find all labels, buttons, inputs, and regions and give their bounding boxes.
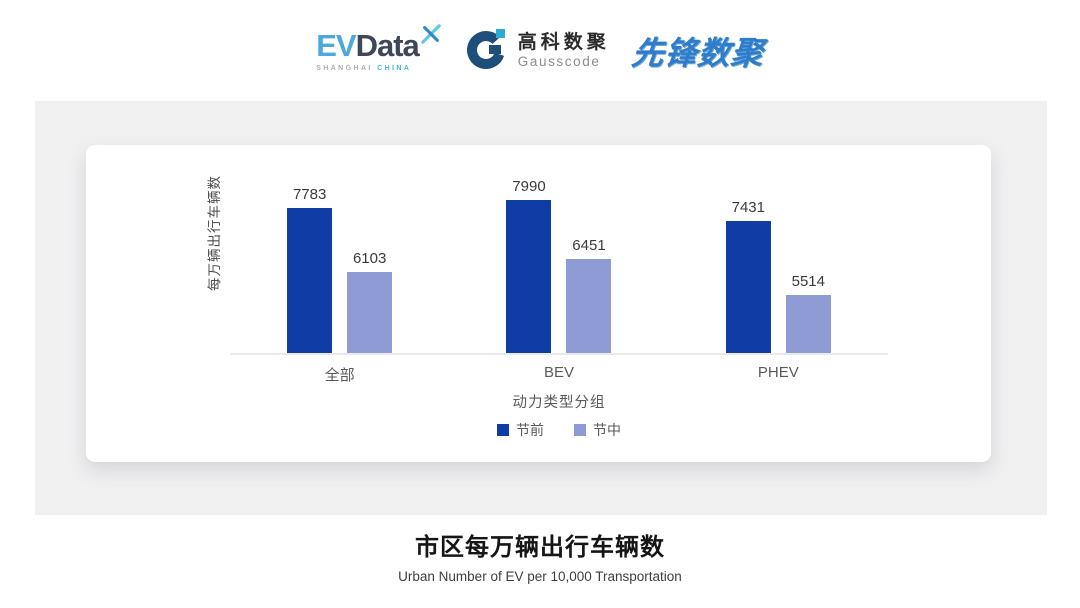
evdata-logo: EV Data SHANGHAI CHINA: [316, 24, 441, 72]
legend-swatch: [574, 424, 586, 436]
evdata-data-text: Data: [355, 28, 420, 63]
gausscode-g-icon: [463, 26, 509, 77]
evdata-tagline-china: CHINA: [377, 65, 412, 72]
value-label: 7783: [292, 185, 327, 203]
bar: [287, 207, 333, 353]
chart-subtitle: Urban Number of EV per 10,000 Transporta…: [398, 569, 682, 584]
category-label: PHEV: [757, 364, 799, 381]
bar: [347, 272, 393, 353]
legend: 节前 节中: [230, 420, 888, 440]
legend-swatch: [497, 424, 509, 436]
footer: 市区每万辆出行车辆数 Urban Number of EV per 10,000…: [0, 527, 1080, 584]
bar-with-label: 6103: [347, 250, 393, 353]
legend-item: 节中: [574, 420, 621, 440]
category-row: 全部 BEV PHEV: [230, 364, 888, 385]
gausscode-wordmark: 高科数聚 Gausscode: [518, 32, 610, 69]
bar-group: 7990 6451: [449, 178, 668, 353]
bar-group: 7783 6103: [230, 184, 449, 353]
pioneer-logo: 先锋数聚: [629, 35, 766, 71]
gausscode-cn-text: 高科数聚: [517, 32, 610, 54]
value-label: 6451: [572, 236, 606, 254]
gausscode-logo: 高科数聚 Gausscode: [463, 26, 610, 77]
bar-with-label: 5514: [785, 272, 831, 353]
bar-with-label: 6451: [566, 236, 612, 353]
value-label: 7990: [512, 177, 546, 195]
value-label: 7431: [731, 199, 765, 217]
bar-group: 7431 5514: [669, 184, 888, 353]
bar: [785, 294, 831, 353]
evdata-tagline: SHANGHAI CHINA: [316, 65, 441, 72]
bar: [566, 258, 612, 353]
legend-item: 节前: [497, 420, 544, 440]
plot-area: 7783 6103 7990 6451 7431 5514: [230, 178, 888, 355]
category-label: BEV: [543, 364, 574, 381]
chart-title: 市区每万辆出行车辆数: [415, 534, 665, 561]
value-label: 6103: [352, 250, 387, 268]
legend-label: 节中: [593, 422, 621, 438]
y-axis-label: 每万辆出行车辆数: [207, 175, 222, 291]
gausscode-en-text: Gausscode: [517, 54, 601, 70]
bar-with-label: 7431: [725, 199, 771, 353]
evdata-wordmark: EV Data: [316, 24, 441, 63]
bar: [725, 221, 771, 353]
bar-with-label: 7783: [287, 185, 333, 353]
evdata-tagline-shanghai: SHANGHAI: [316, 65, 373, 72]
bar-with-label: 7990: [506, 177, 552, 353]
x-axis-label: 动力类型分组: [512, 395, 606, 411]
legend-label: 节前: [516, 422, 544, 438]
evdata-ev-text: EV: [316, 28, 356, 63]
chart-panel: 每万辆出行车辆数 7783 6103 7990 6451 7431 5514 全部 BEV P…: [35, 101, 1047, 515]
bar: [506, 199, 552, 353]
category-label: 全部: [324, 367, 355, 384]
logo-strip: EV Data SHANGHAI CHINA: [0, 16, 1080, 86]
value-label: 5514: [791, 272, 825, 290]
chart-card: 每万辆出行车辆数 7783 6103 7990 6451 7431 5514 全部 BEV P…: [86, 145, 991, 462]
evdata-star-icon: [421, 24, 441, 48]
